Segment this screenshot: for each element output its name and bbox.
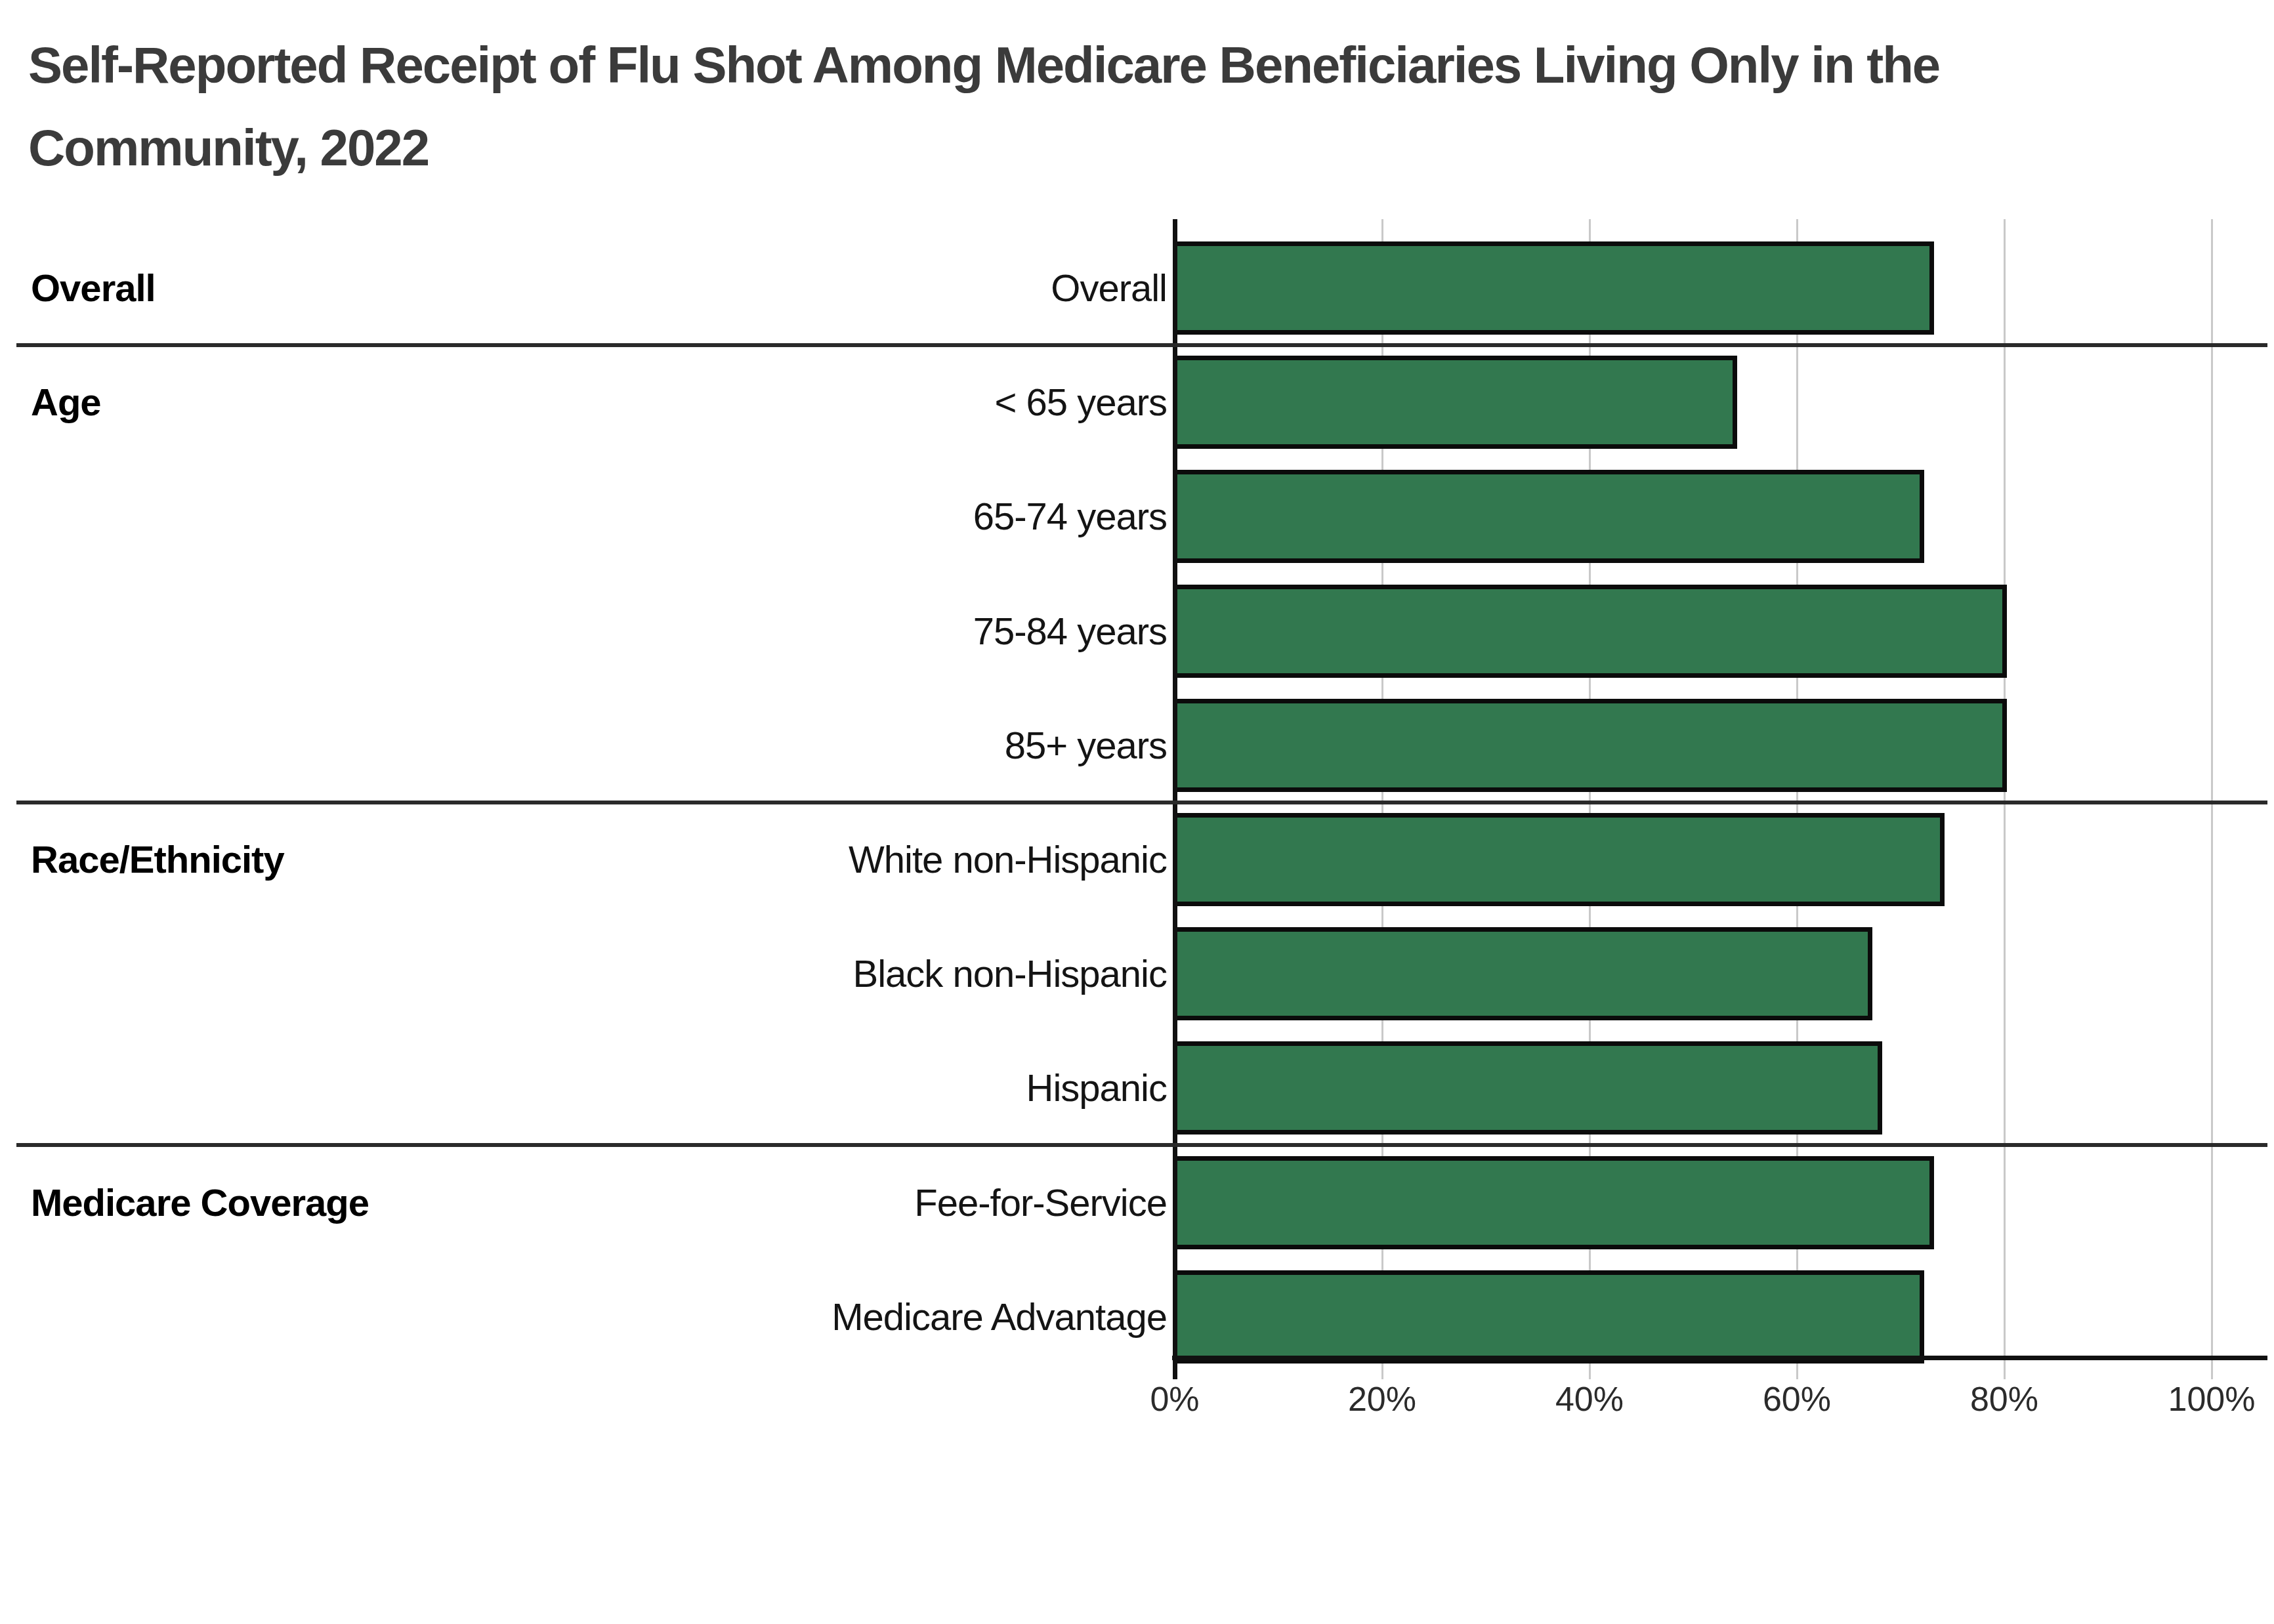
row-label-75-84-years: 75-84 years	[0, 604, 1167, 659]
plot-area: 0%20%40%60%80%100%OverallOverall< 65 yea…	[0, 0, 2274, 1624]
x-tick-label-0: 0%	[1070, 1379, 1280, 1419]
row-label-hispanic: Hispanic	[0, 1060, 1167, 1115]
bar-85-years	[1173, 699, 2007, 792]
x-tick-label-60: 60%	[1692, 1379, 1902, 1419]
row-label-medicare-advantage: Medicare Advantage	[0, 1289, 1167, 1344]
bar-white-non-hispanic	[1173, 813, 1945, 906]
bar-medicare-advantage	[1173, 1270, 1924, 1364]
bar-fee-for-service	[1173, 1156, 1934, 1249]
row-label-85-years: 85+ years	[0, 718, 1167, 773]
row-label-overall: Overall	[0, 260, 1167, 316]
bar-75-84-years	[1173, 585, 2007, 678]
x-tick-label-40: 40%	[1484, 1379, 1695, 1419]
section-label-race-ethnicity: Race/Ethnicity	[31, 832, 284, 887]
row-label-black-non-hispanic: Black non-Hispanic	[0, 946, 1167, 1001]
bar-overall	[1173, 241, 1934, 335]
flu-shot-chart-page: Self-Reported Receipt of Flu Shot Among …	[0, 0, 2274, 1624]
x-axis-line	[1172, 1356, 2267, 1360]
section-divider-overall-end	[16, 343, 2267, 347]
section-divider-race-ethnicity-end	[16, 1143, 2267, 1147]
section-divider-age-end	[16, 801, 2267, 804]
bar-65-74-years	[1173, 470, 1924, 563]
x-tick-label-80: 80%	[1899, 1379, 2109, 1419]
bar-hispanic	[1173, 1041, 1882, 1135]
x-tick-label-20: 20%	[1277, 1379, 1487, 1419]
section-label-age: Age	[31, 375, 101, 430]
gridline-80	[2004, 219, 2006, 1379]
x-tick-label-100: 100%	[2107, 1379, 2274, 1419]
y-axis-line	[1173, 219, 1177, 1379]
section-label-overall: Overall	[31, 260, 156, 316]
row-label-65-years: < 65 years	[0, 375, 1167, 430]
bar-65-years	[1173, 356, 1737, 449]
section-label-medicare-coverage: Medicare Coverage	[31, 1175, 369, 1230]
bar-black-non-hispanic	[1173, 927, 1872, 1020]
row-label-65-74-years: 65-74 years	[0, 489, 1167, 544]
gridline-100	[2211, 219, 2213, 1379]
